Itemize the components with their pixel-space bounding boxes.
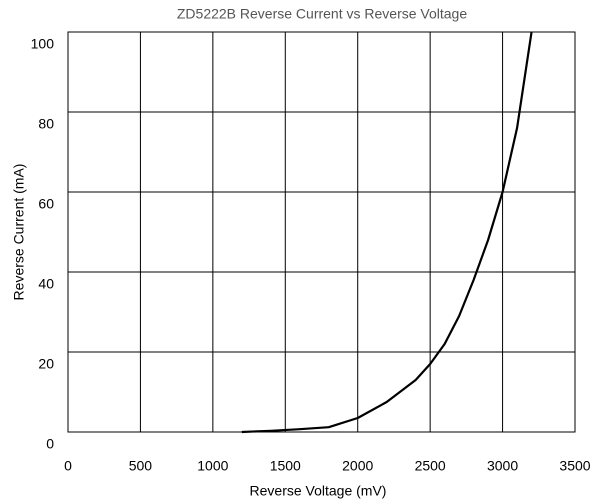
x-tick-label: 1000 — [197, 458, 228, 474]
y-tick-label: 60 — [38, 196, 54, 212]
chart-title: ZD5222B Reverse Current vs Reverse Volta… — [177, 6, 467, 22]
x-tick-label: 1500 — [270, 458, 301, 474]
y-axis-label: Reverse Current (mA) — [11, 164, 27, 301]
y-tick-label: 40 — [38, 276, 54, 292]
data-line — [241, 31, 533, 434]
y-tick-label: 100 — [31, 36, 55, 52]
x-tick-label: 3500 — [559, 458, 590, 474]
y-tick-label: 0 — [46, 436, 54, 452]
x-tick-label: 2500 — [415, 458, 446, 474]
x-tick-label: 500 — [129, 458, 153, 474]
x-tick-label: 0 — [64, 458, 72, 474]
x-axis-label: Reverse Voltage (mV) — [250, 483, 387, 499]
plot-frame — [67, 31, 576, 433]
x-tick-label: 3000 — [487, 458, 518, 474]
y-tick-label: 80 — [38, 116, 54, 132]
x-tick-label: 2000 — [342, 458, 373, 474]
y-tick-label: 20 — [38, 356, 54, 372]
